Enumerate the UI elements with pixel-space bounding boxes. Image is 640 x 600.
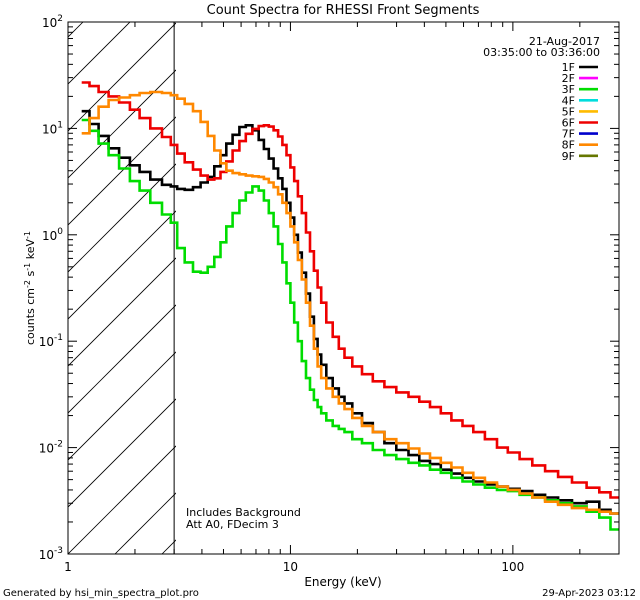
- hatch-line: [68, 22, 131, 85]
- y-label-exp-kev: -1: [23, 231, 32, 239]
- hatch-line: [68, 22, 84, 38]
- footer-timestamp: 29-Apr-2023 03:12: [542, 588, 636, 599]
- y-label-s: s: [24, 270, 37, 279]
- y-tick-mantissa: 10: [39, 442, 54, 456]
- hatch-line: [68, 210, 176, 320]
- legend-label: 9F: [562, 150, 575, 163]
- y-tick-exponent: 0: [57, 227, 63, 237]
- hatch-line: [68, 398, 176, 508]
- hatch-line: [68, 257, 176, 367]
- footer-generated-by: Generated by hsi_min_spectra_plot.pro: [3, 588, 199, 599]
- hatch-line: [397, 22, 640, 554]
- legend-label: 6F: [562, 117, 575, 130]
- y-axis-label: counts cm-2 s-1 keV-1: [23, 231, 37, 345]
- hatch-line: [632, 22, 640, 554]
- time-range-label: 03:35:00 to 03:36:00: [483, 46, 600, 59]
- x-tick-label: 100: [501, 560, 524, 574]
- y-tick-exponent: -3: [54, 546, 63, 556]
- y-tick-exponent: -2: [54, 440, 63, 450]
- y-tick-label: 10-3: [39, 546, 63, 562]
- hatch-line: [350, 22, 640, 554]
- legend-label: 2F: [562, 72, 575, 85]
- chart-title: Count Spectra for RHESSI Front Segments: [207, 3, 480, 18]
- y-tick-mantissa: 10: [39, 335, 54, 349]
- series-layer: [81, 81, 619, 531]
- hatch-line: [538, 22, 640, 554]
- annotation-attenuator: Att A0, FDecim 3: [186, 518, 279, 531]
- y-tick-label: 10-2: [39, 440, 63, 456]
- y-label-base: counts cm: [24, 288, 37, 345]
- plot-frame: [67, 21, 620, 555]
- x-axis-label: Energy (keV): [304, 575, 381, 589]
- y-tick-mantissa: 10: [42, 229, 57, 243]
- hatch-line: [303, 22, 640, 554]
- y-tick-label: 100: [42, 227, 63, 243]
- y-tick-mantissa: 10: [42, 16, 57, 30]
- hatch-line: [209, 22, 640, 554]
- legend-label: 4F: [562, 94, 575, 107]
- x-tick-label: 1: [64, 560, 72, 574]
- date-label: 21-Aug-2017: [529, 35, 600, 48]
- legend-label: 1F: [562, 61, 575, 74]
- x-tick-label: 10: [283, 560, 298, 574]
- annotation-background: Includes Background: [186, 506, 301, 519]
- hatch-line: [256, 22, 640, 554]
- y-tick-mantissa: 10: [42, 122, 57, 136]
- legend-label: 3F: [562, 83, 575, 96]
- legend-label: 8F: [562, 139, 575, 152]
- hatch-line: [68, 304, 176, 414]
- series-3F: [81, 118, 619, 531]
- legend-label: 7F: [562, 128, 575, 141]
- hatch-line: [68, 116, 176, 226]
- y-tick-exponent: 1: [57, 120, 63, 130]
- y-tick-exponent: -1: [54, 333, 63, 343]
- legend-label: 5F: [562, 105, 575, 118]
- y-tick-label: 101: [42, 120, 63, 136]
- y-label-exp-cm: -2: [23, 280, 32, 288]
- y-label-exp-s: -1: [23, 263, 32, 271]
- y-label-kev: keV: [24, 239, 37, 263]
- hatch-line: [585, 22, 640, 554]
- y-tick-label: 102: [42, 14, 63, 30]
- hatch-line: [68, 163, 176, 273]
- hatch-line: [68, 445, 176, 554]
- series-8F: [81, 90, 619, 515]
- y-tick-mantissa: 10: [39, 548, 54, 562]
- y-tick-label: 10-1: [39, 333, 63, 349]
- y-tick-exponent: 2: [57, 14, 63, 24]
- series-6F: [81, 81, 619, 499]
- series-1F: [81, 109, 619, 515]
- hatch-line: [68, 351, 176, 461]
